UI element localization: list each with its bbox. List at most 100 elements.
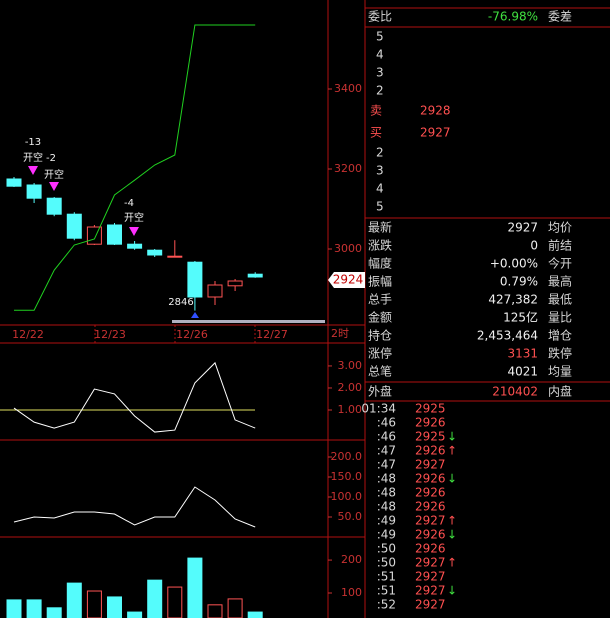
annotation: -2 [46,153,56,164]
tick-time: :47 [377,444,396,458]
candle-body [127,243,143,249]
volume-bar [107,596,122,618]
tick-direction: ↓ [447,584,457,598]
book-level: 3 [376,66,384,80]
low-label: 2846 [168,297,193,308]
annotation: 开空 [23,151,43,164]
tick-time: :51 [377,584,396,598]
quote-value: +0.00% [490,257,538,271]
tick-direction: ↑ [447,514,457,528]
candle-body [86,226,102,245]
y-tick-label: 200 [341,553,362,566]
tick-direction: ↑ [447,444,457,458]
signal-marker [129,227,139,236]
quote-value: 210402 [492,385,538,399]
tick-time: :48 [377,472,396,486]
quote-value: 0.79% [500,275,538,289]
quote-label: 均价 [548,221,572,235]
book-level: 4 [376,182,384,196]
quote-label: 内盘 [548,384,572,399]
tick-time: 01:34 [361,402,396,416]
candle-body [26,184,42,199]
quote-label: 振幅 [368,274,392,289]
indicator-line [13,486,256,528]
volume-bar [127,611,143,618]
y-tick-label: 1.00 [338,403,363,416]
y-tick-label: 3.00 [338,359,363,372]
signal-marker [49,182,59,191]
tick-time: :49 [377,528,396,542]
quote-label: 总手 [368,293,392,307]
candle-body [167,255,183,258]
tick-price: 2925 [415,430,446,444]
quote-label: 总笔 [368,364,392,379]
annotation: -13 [25,137,41,148]
volume-bar [167,586,183,618]
tick-price: 2926 [415,528,446,542]
volume-bar [147,579,163,618]
candle-body [46,197,62,215]
signal-marker [28,166,38,175]
low-marker [191,312,199,318]
tick-price: 2927 [415,458,446,472]
quote-label: 幅度 [368,256,392,271]
tick-direction: ↓ [447,528,457,542]
x-tick-label: 12/22 [12,328,44,341]
book-level: 4 [376,48,384,62]
buy-price: 2927 [420,126,451,140]
quote-label: 均量 [548,365,572,379]
tick-time: :46 [377,430,396,444]
sell-label: 卖 [370,104,382,118]
quote-label: 委比 [368,10,392,24]
quote-value: 125亿 [503,310,538,325]
y-tick-label: 3000 [334,242,362,255]
y-tick-label: 3200 [334,162,362,175]
quote-label: 今开 [548,256,572,271]
tick-price: 2925 [415,402,446,416]
quote-label: 最低 [548,293,572,307]
quote-label: 持仓 [368,328,392,343]
volume-bar [207,604,223,618]
tick-time: :48 [377,486,396,500]
quote-value: 3131 [507,347,538,361]
tick-time: :50 [377,556,396,570]
quote-label: 涨停 [368,346,392,361]
tick-price: 2927 [415,556,446,570]
tick-price: 2926 [415,472,446,486]
tick-time: :51 [377,570,396,584]
quote-label: 委差 [548,10,572,24]
quote-value: 427,382 [488,293,538,307]
y-tick-label: 100 [341,586,362,599]
candle-body [107,224,122,245]
tick-price: 2926 [415,542,446,556]
candle-body [66,213,82,239]
tick-direction: ↑ [447,556,457,570]
quote-label: 金额 [368,310,392,325]
tick-time: :50 [377,542,396,556]
tick-time: :46 [377,416,396,430]
price-tag [328,272,365,288]
candle-body [247,273,263,278]
volume-bar [26,599,42,618]
tick-price: 2926 [415,444,446,458]
quote-value: 4021 [507,365,538,379]
quote-label: 外盘 [368,384,392,399]
quote-label: 前结 [548,238,572,253]
y-tick-label: 3400 [334,82,362,95]
volume-bar [247,611,263,618]
book-level: 3 [376,164,384,178]
candle-body [187,261,203,298]
tick-price: 2926 [415,500,446,514]
buy-label: 买 [370,126,382,140]
quote-value: 0 [530,239,538,253]
ma-line [14,24,256,311]
tick-price: 2927 [415,598,446,612]
y-tick-label: 2.00 [338,381,363,394]
annotation: 开空 [44,168,64,181]
tick-price: 2926 [415,486,446,500]
annotation: -4 [124,198,134,209]
quote-label: 增仓 [548,329,572,343]
sell-price: 2928 [420,104,451,118]
period-label: 2时 [331,327,349,340]
scrollbar[interactable] [172,320,325,323]
